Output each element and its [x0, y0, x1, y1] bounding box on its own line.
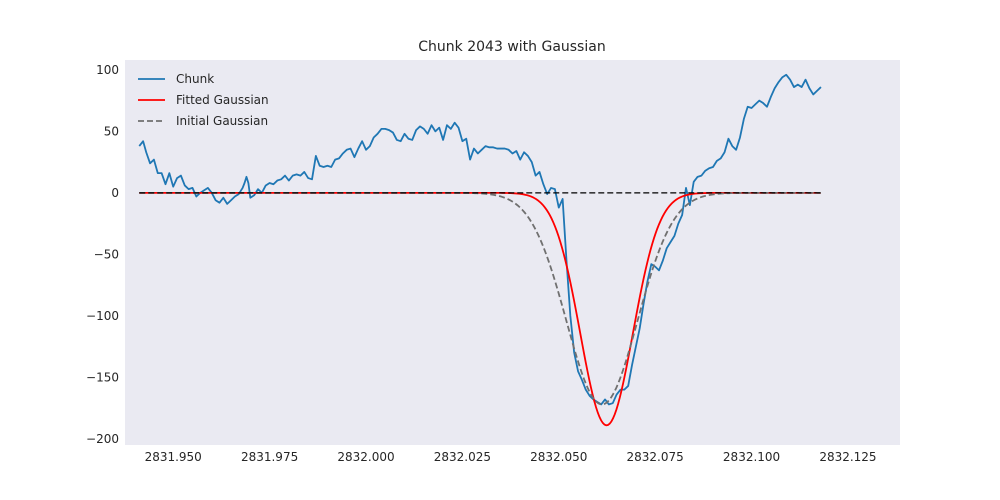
x-tick-label: 2831.950: [145, 450, 202, 464]
x-tick-label: 2832.075: [627, 450, 684, 464]
y-tick-label: 0: [111, 186, 119, 200]
y-axis-ticks: 100 50 0 −50 −100 −150 −200: [86, 63, 119, 446]
x-tick-label: 2832.050: [530, 450, 587, 464]
y-tick-label: −200: [86, 432, 119, 446]
x-tick-label: 2832.125: [819, 450, 876, 464]
series-chunk-line: [138, 73, 822, 406]
x-tick-label: 2832.100: [723, 450, 780, 464]
x-axis-ticks: 2831.950 2831.975 2832.000 2832.025 2832.050…: [145, 450, 877, 464]
x-tick-label: 2831.975: [241, 450, 298, 464]
legend-item-chunk-label: Chunk: [176, 72, 214, 86]
y-tick-label: 100: [96, 63, 119, 77]
x-tick-label: 2832.000: [337, 450, 394, 464]
legend: Chunk Fitted Gaussian Initial Gaussian: [138, 72, 269, 128]
plot-area: [125, 60, 900, 445]
y-tick-label: −150: [86, 370, 119, 384]
legend-item-fitted-gaussian-label: Fitted Gaussian: [176, 93, 269, 107]
x-tick-label: 2832.025: [434, 450, 491, 464]
legend-item-initial-gaussian-label: Initial Gaussian: [176, 114, 268, 128]
chart-title: Chunk 2043 with Gaussian: [418, 39, 605, 55]
series-layer: [138, 73, 822, 427]
y-tick-label: −50: [94, 247, 119, 261]
y-tick-label: −100: [86, 309, 119, 323]
y-tick-label: 50: [104, 124, 119, 138]
